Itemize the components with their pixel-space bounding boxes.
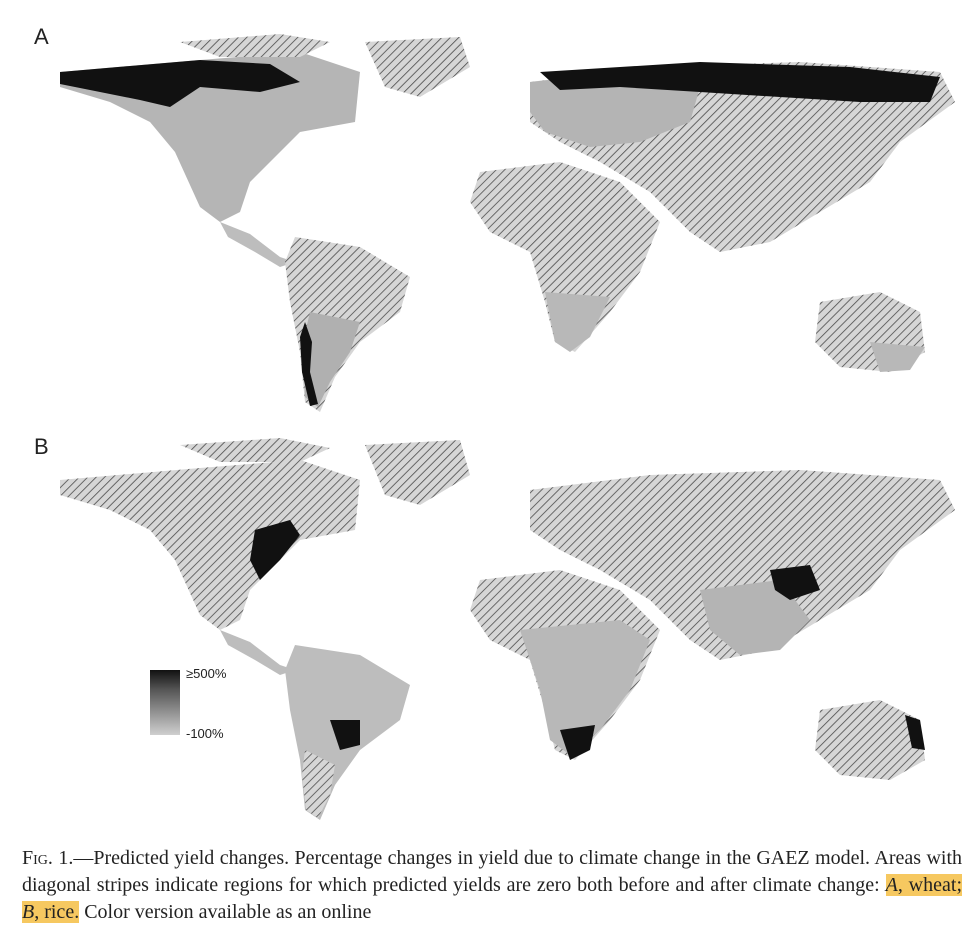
europe-crop bbox=[530, 72, 700, 147]
north-america-north-dark bbox=[60, 60, 300, 107]
caption-b-letter: B bbox=[22, 901, 35, 923]
map-panel-b: B ≥500% -100% bbox=[0, 420, 978, 820]
caption-text-2: Color version available as an online bbox=[79, 901, 372, 923]
southern-africa-crop bbox=[545, 292, 610, 352]
greenland bbox=[365, 440, 470, 505]
map-panel-a: A bbox=[0, 12, 978, 412]
central-america bbox=[220, 630, 295, 675]
us-east-dark bbox=[250, 520, 300, 580]
figure-number: Fig. 1. bbox=[22, 847, 74, 869]
legend-max-label: ≥500% bbox=[186, 666, 227, 681]
north-america bbox=[60, 460, 360, 630]
sub-saharan-crop bbox=[520, 620, 650, 755]
figure-caption: Fig. 1.—Predicted yield changes. Percent… bbox=[22, 845, 962, 926]
australia bbox=[815, 700, 925, 780]
caption-a-letter: A bbox=[885, 874, 898, 896]
south-america-dark bbox=[330, 720, 360, 750]
south-america-south-stripes bbox=[302, 750, 335, 818]
southern-africa-dark bbox=[560, 725, 595, 760]
canadian-archipelago bbox=[180, 34, 330, 57]
canadian-archipelago bbox=[180, 438, 330, 462]
australia-east-dark bbox=[905, 715, 925, 750]
caption-b-text: , rice. bbox=[34, 901, 80, 923]
caption-text-1: —Predicted yield changes. Percentage cha… bbox=[22, 847, 962, 896]
color-legend: ≥500% -100% bbox=[150, 666, 270, 750]
world-map-wheat bbox=[60, 34, 955, 412]
africa bbox=[470, 162, 660, 352]
andes-dark bbox=[300, 322, 318, 406]
world-map-rice bbox=[60, 438, 955, 820]
australia-se-crop bbox=[870, 342, 925, 372]
panel-label-a: A bbox=[34, 24, 49, 49]
eurasia bbox=[530, 470, 955, 660]
china-dark bbox=[770, 565, 820, 600]
greenland bbox=[365, 37, 470, 97]
south-america-south bbox=[303, 312, 360, 407]
south-asia-crop bbox=[700, 580, 810, 655]
legend-min-label: -100% bbox=[186, 726, 224, 741]
central-america bbox=[220, 222, 295, 267]
panel-label-b: B bbox=[34, 434, 49, 459]
caption-a-text: , wheat; bbox=[897, 874, 962, 896]
russia-dark bbox=[540, 62, 940, 102]
legend-gradient-bar bbox=[150, 670, 180, 735]
